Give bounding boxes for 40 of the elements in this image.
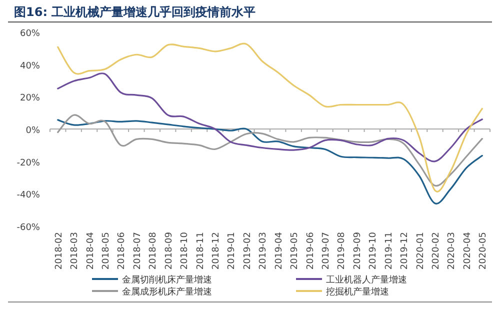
chart-title: 图16: 工业机械产量增速几乎回到疫情前水平 — [14, 5, 256, 19]
x-tick-label: 2018-04 — [86, 232, 96, 270]
x-tick-label: 2019-07 — [322, 232, 332, 270]
x-tick-label: 2018-11 — [196, 232, 206, 270]
y-tick-label: -20% — [16, 158, 40, 168]
x-tick-label: 2018-10 — [180, 232, 190, 270]
x-tick-label: 2018-09 — [164, 232, 174, 270]
x-tick-label: 2020-02 — [432, 232, 442, 270]
x-tick-label: 2020-01 — [416, 232, 426, 270]
x-tick-label: 2020-05 — [478, 232, 489, 270]
x-tick-label: 2019-11 — [384, 232, 394, 270]
x-tick-label: 2019-05 — [290, 232, 300, 270]
x-tick-label: 2019-12 — [400, 232, 410, 270]
x-tick-label: 2020-04 — [462, 232, 473, 270]
x-tick-label: 2019-01 — [227, 232, 238, 270]
x-tick-label: 2018-07 — [132, 232, 143, 270]
x-tick-label: 2019-04 — [274, 232, 284, 270]
y-tick-label: 0% — [26, 126, 40, 136]
x-tick-label: 2018-12 — [212, 232, 222, 270]
x-tick-label: 2019-09 — [352, 232, 363, 270]
x-tick-label: 2018-05 — [102, 232, 112, 270]
x-tick-label: 2019-06 — [306, 232, 316, 270]
x-tick-label: 2018-02 — [54, 232, 64, 270]
y-tick-label: -40% — [16, 190, 40, 201]
x-tick-label: 2018-03 — [70, 232, 80, 270]
y-tick-label: 40% — [20, 61, 40, 72]
legend-label: 工业机器人产量增速 — [326, 274, 407, 286]
x-tick-label: 2019-08 — [337, 232, 348, 270]
legend-label: 金属切削机床产量增速 — [122, 274, 212, 286]
legend-label: 挖掘机产量增速 — [326, 286, 389, 298]
x-tick-label: 2020-03 — [447, 232, 458, 270]
y-tick-label: 20% — [20, 94, 40, 104]
x-tick-label: 2018-06 — [117, 232, 128, 270]
x-tick-label: 2019-02 — [242, 232, 253, 270]
legend-label: 金属成形机床产量增速 — [122, 286, 212, 298]
x-tick-label: 2018-08 — [148, 232, 159, 270]
x-tick-label: 2019-10 — [368, 232, 379, 270]
y-tick-label: -60% — [16, 223, 40, 233]
x-tick-label: 2019-03 — [258, 232, 269, 270]
y-tick-label: 60% — [20, 29, 40, 39]
